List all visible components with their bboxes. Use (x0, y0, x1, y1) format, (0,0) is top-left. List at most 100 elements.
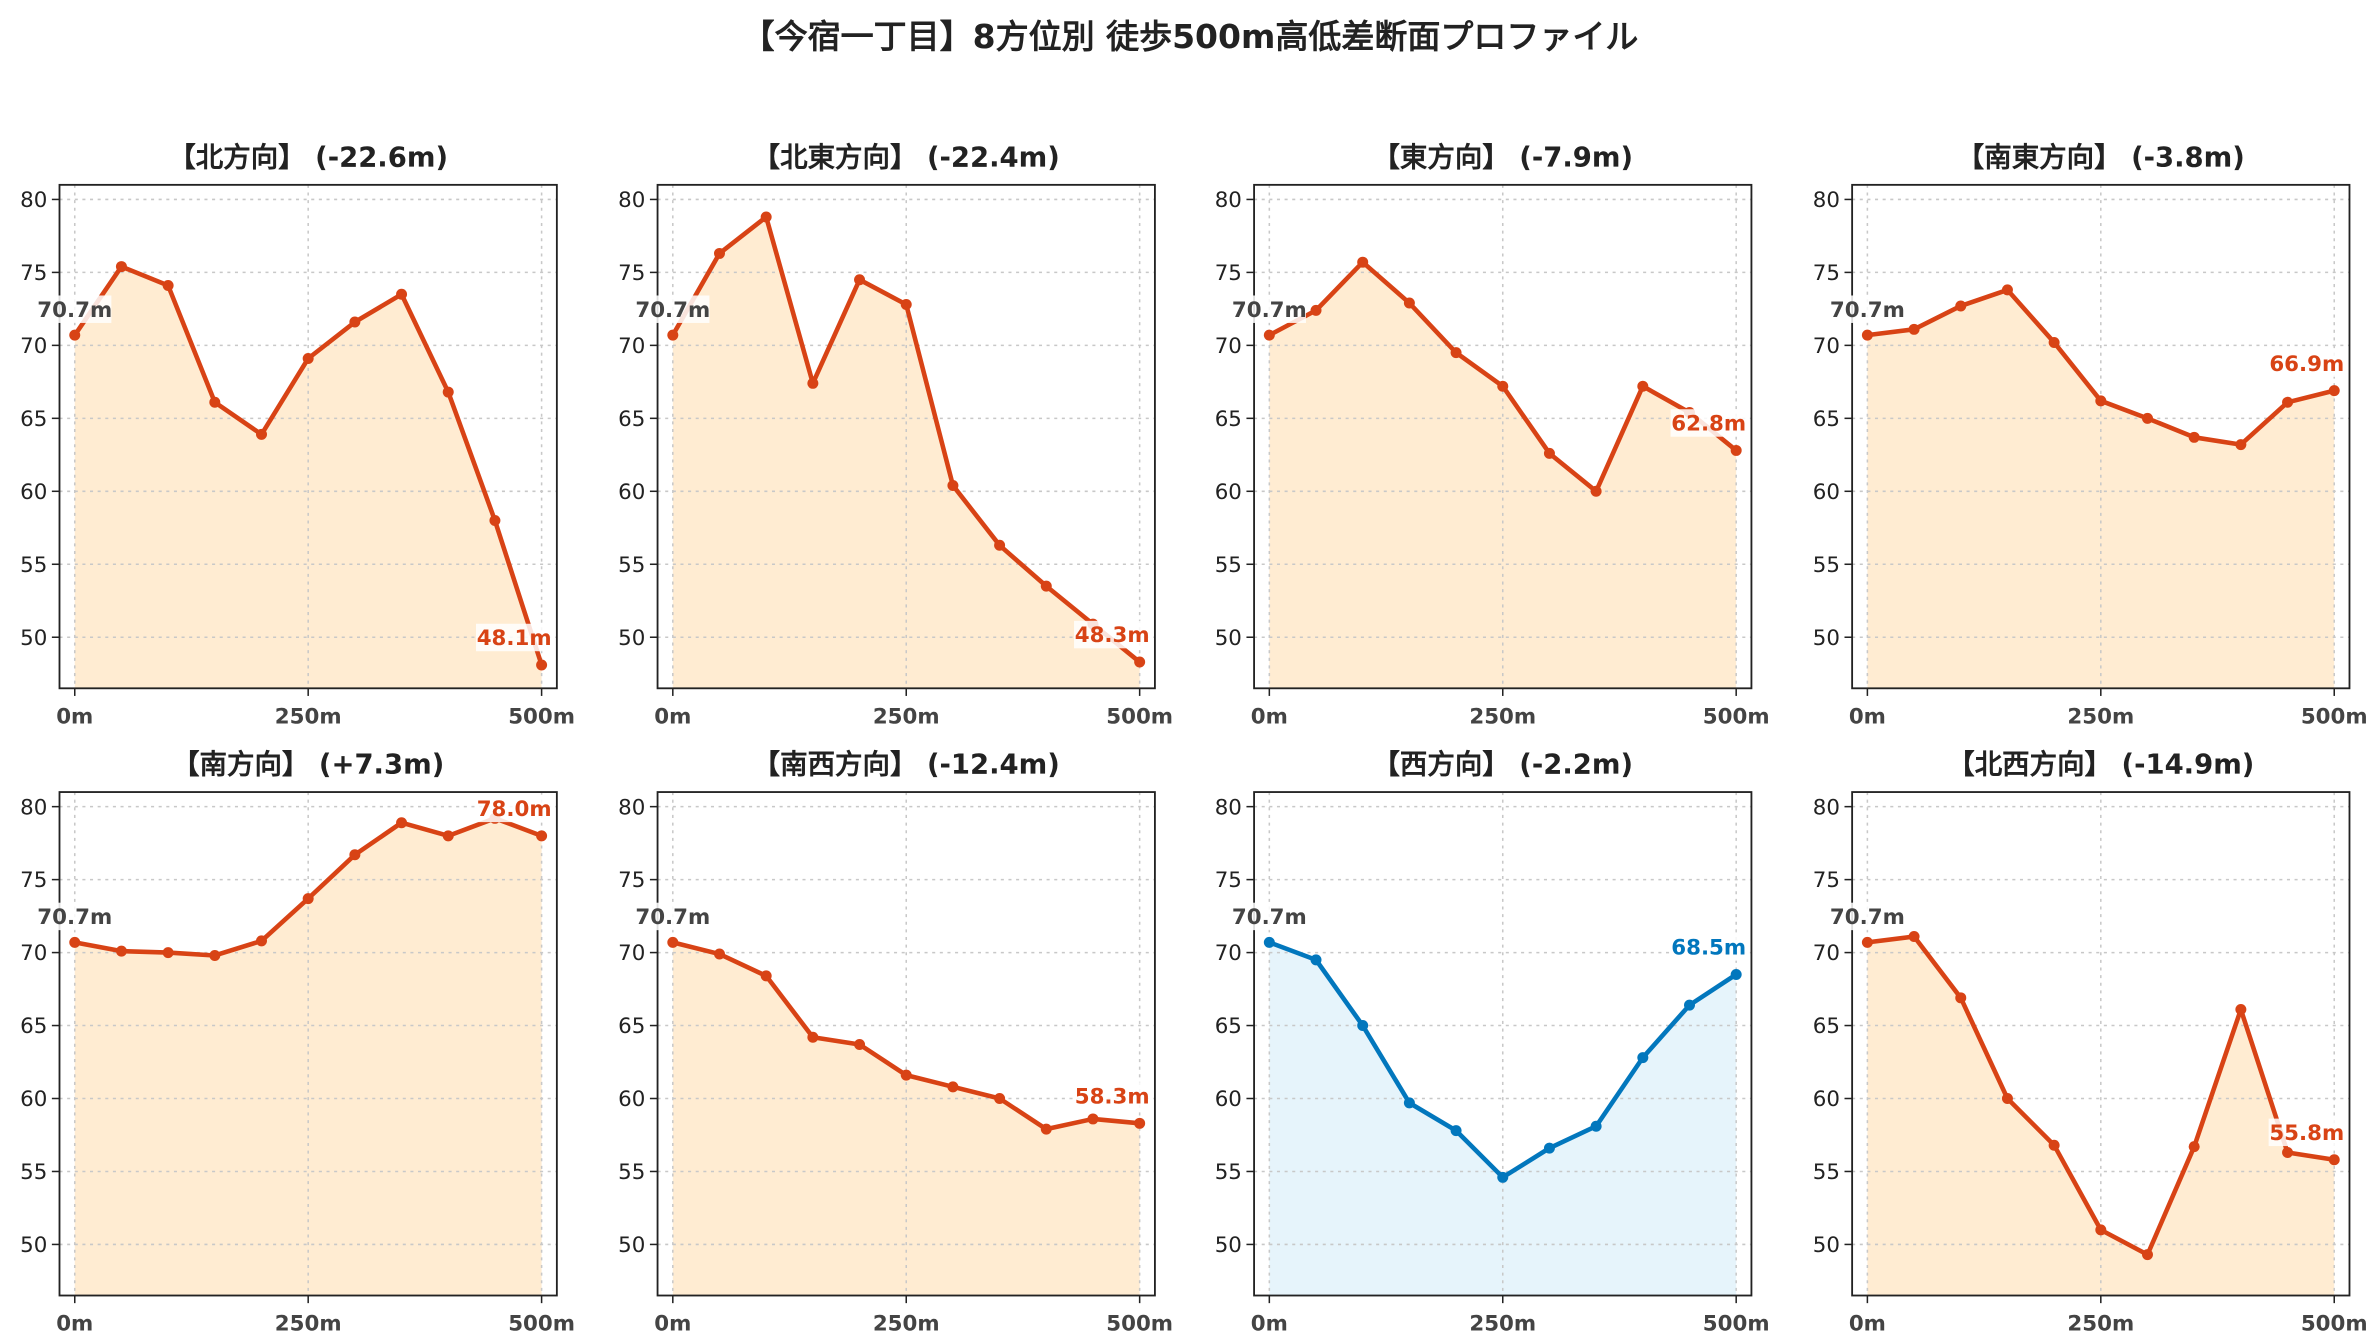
start-label-bg (1232, 902, 1306, 931)
y-tick-label: 75 (1813, 261, 1840, 286)
start-elevation-label: 70.7m (1830, 298, 1905, 323)
y-tick-label: 50 (20, 1233, 47, 1258)
data-point (1450, 347, 1462, 359)
end-label-bg (1074, 1082, 1151, 1110)
panel-title: 【西方向】 (-2.2m) (1372, 749, 1633, 781)
y-tick-label: 65 (1215, 407, 1242, 432)
y-tick-label: 60 (618, 480, 645, 505)
data-point (396, 288, 408, 300)
y-tick-label: 75 (1813, 868, 1840, 893)
end-elevation-label: 78.0m (477, 797, 552, 822)
panel-title: 【南西方向】 (-12.4m) (753, 749, 1060, 781)
end-elevation-label: 55.8m (2269, 1121, 2344, 1146)
area-fill (74, 818, 542, 1296)
x-tick-label: 250m (275, 704, 342, 729)
data-point (667, 329, 679, 341)
y-tick-label: 80 (20, 795, 47, 820)
y-tick-label: 80 (1215, 188, 1242, 213)
data-point (2095, 395, 2107, 407)
y-tick-label: 80 (1215, 795, 1242, 820)
y-tick-label: 60 (1215, 480, 1242, 505)
data-point (2095, 1224, 2107, 1236)
x-tick-label: 250m (1469, 1312, 1536, 1337)
data-point (1450, 1125, 1462, 1137)
data-point (1403, 297, 1415, 309)
x-tick-label: 0m (1849, 1312, 1886, 1337)
data-point (256, 935, 267, 947)
end-elevation-label: 62.8m (1671, 412, 1746, 437)
y-tick-label: 55 (1813, 1160, 1840, 1185)
data-point (760, 211, 772, 223)
y-tick-label: 70 (1215, 941, 1242, 966)
y-tick-label: 75 (20, 261, 47, 286)
start-label-bg (1830, 902, 1904, 931)
data-point (714, 948, 725, 960)
x-tick-label: 0m (56, 704, 93, 729)
y-tick-label: 80 (618, 795, 645, 820)
y-tick-label: 70 (618, 334, 645, 359)
chart-panel-1: 50 55 60 65 70 75 80 0m 250m 500m 【北方向】 (-22.6m) 70… (20, 142, 575, 730)
y-tick-label: 75 (20, 868, 47, 893)
y-tick-label: 80 (618, 188, 645, 213)
y-tick-label: 60 (20, 480, 47, 505)
y-tick-label: 75 (1215, 868, 1242, 893)
data-point (1590, 485, 1602, 497)
end-label-bg (2268, 1118, 2345, 1147)
x-tick-label: 500m (1703, 704, 1770, 729)
data-point (209, 950, 221, 961)
data-point (807, 1031, 819, 1043)
data-point (1684, 999, 1695, 1011)
start-elevation-label: 70.7m (635, 905, 710, 930)
data-point (807, 377, 819, 389)
data-point (1134, 1117, 1146, 1129)
y-tick-label: 55 (618, 553, 645, 578)
y-tick-label: 60 (1215, 1087, 1242, 1112)
data-point (2188, 431, 2200, 443)
data-point (1908, 323, 1920, 335)
x-tick-label: 250m (873, 1312, 940, 1337)
data-point (2048, 1139, 2060, 1151)
data-point (1040, 1123, 1052, 1135)
y-tick-label: 60 (20, 1087, 47, 1112)
x-tick-label: 0m (1251, 704, 1288, 729)
data-point (1263, 936, 1275, 948)
data-point (2001, 284, 2013, 296)
x-tick-label: 0m (56, 1312, 93, 1337)
y-tick-label: 65 (20, 407, 47, 432)
data-point (209, 396, 221, 408)
y-tick-label: 50 (618, 626, 645, 651)
y-tick-label: 55 (618, 1160, 645, 1185)
data-point (349, 849, 361, 861)
chart-panel-2: 50 55 60 65 70 75 80 0m 250m 500m 【北東方向】 (-22.4m) 7… (618, 142, 1173, 730)
y-tick-label: 70 (618, 941, 645, 966)
chart-panel-5: 50 55 60 65 70 75 80 0m 250m 500m 【南方向】 (+7.3m) 70.… (20, 749, 575, 1337)
area-fill (1269, 942, 1737, 1296)
data-point (1590, 1120, 1602, 1132)
data-point (1357, 1020, 1369, 1032)
start-label-bg (1232, 295, 1306, 323)
y-tick-label: 50 (1813, 626, 1840, 651)
start-label-bg (38, 295, 112, 323)
data-point (1403, 1097, 1415, 1109)
end-elevation-label: 48.1m (477, 626, 552, 651)
end-label-bg (476, 794, 553, 823)
panel-title: 【南東方向】 (-3.8m) (1957, 142, 2245, 174)
data-point (442, 830, 454, 842)
panel-title: 【南方向】 (+7.3m) (172, 749, 444, 781)
panel-title: 【北方向】 (-22.6m) (168, 142, 448, 174)
data-point (2282, 396, 2294, 408)
y-tick-label: 75 (618, 261, 645, 286)
y-tick-label: 75 (1215, 261, 1242, 286)
data-point (1908, 931, 1920, 943)
start-elevation-label: 70.7m (1830, 905, 1905, 930)
start-label-bg (636, 295, 710, 323)
start-elevation-label: 70.7m (1232, 905, 1307, 930)
data-point (1357, 256, 1369, 268)
x-tick-label: 250m (1469, 704, 1536, 729)
x-tick-label: 250m (2067, 1312, 2134, 1337)
y-tick-label: 65 (618, 407, 645, 432)
data-point (2235, 439, 2247, 451)
data-point (1543, 1142, 1555, 1154)
start-elevation-label: 70.7m (635, 298, 710, 323)
